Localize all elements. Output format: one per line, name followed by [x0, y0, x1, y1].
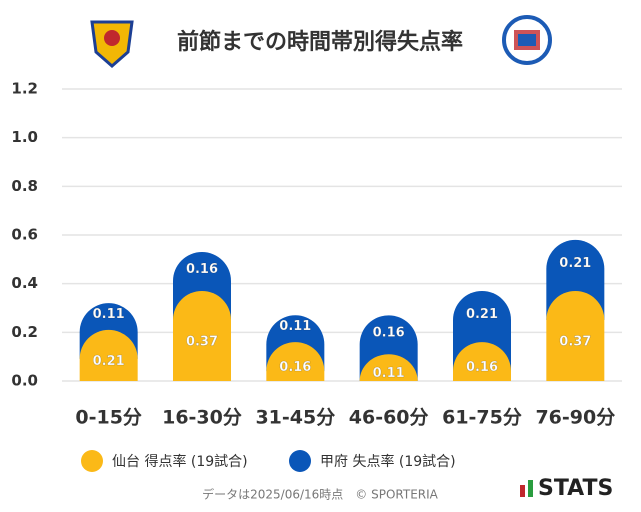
y-tick-label: 0.4 — [11, 274, 38, 292]
value-label: 0.16 — [373, 325, 405, 340]
bar-segment — [359, 354, 418, 381]
home-logo — [90, 20, 134, 68]
legend-label: 仙台 得点率 (19試合) — [112, 453, 248, 470]
value-label: 0.21 — [559, 256, 591, 271]
legend: 仙台 得点率 (19試合) 甲府 失点率 (19試合) — [81, 450, 456, 472]
y-tick-label: 1.0 — [11, 128, 38, 146]
value-label: 0.21 — [93, 354, 125, 369]
value-label: 0.16 — [466, 360, 498, 375]
brand: STATS — [538, 476, 613, 501]
legend-marker — [81, 450, 103, 472]
y-tick-label: 0.8 — [11, 177, 38, 195]
bar-segment — [79, 329, 138, 381]
value-label: 0.16 — [279, 360, 311, 375]
value-label: 0.37 — [186, 334, 218, 349]
y-tick-label: 1.2 — [11, 80, 38, 98]
value-label: 0.11 — [93, 307, 125, 322]
value-label: 0.37 — [559, 334, 591, 349]
bar-segment — [453, 342, 511, 381]
x-tick-label: 76-90分 — [535, 407, 615, 429]
legend-marker — [289, 450, 311, 472]
value-label: 0.21 — [466, 307, 498, 322]
y-tick-label: 0.0 — [11, 372, 38, 390]
x-tick-label: 31-45分 — [255, 407, 335, 429]
value-label: 0.11 — [279, 319, 311, 334]
bar-segment — [546, 290, 605, 381]
chart-title: 前節までの時間帯別得失点率 — [177, 29, 463, 55]
value-label: 0.16 — [186, 262, 218, 277]
y-tick-label: 0.6 — [11, 226, 38, 244]
bar-segment — [173, 290, 231, 381]
x-tick-label: 16-30分 — [162, 407, 242, 429]
x-tick-label: 61-75分 — [442, 407, 522, 429]
brand-logo: STATS — [520, 476, 613, 501]
x-tick-label: 0-15分 — [75, 407, 142, 429]
legend-label: 甲府 失点率 (19試合) — [320, 453, 456, 470]
footer: データは2025/06/16時点 © SPORTERIA — [202, 487, 439, 502]
value-label: 0.11 — [373, 366, 405, 381]
y-tick-label: 0.2 — [11, 323, 38, 341]
x-tick-label: 46-60分 — [349, 407, 429, 429]
away-logo — [502, 15, 552, 65]
bar-segment — [266, 342, 325, 381]
